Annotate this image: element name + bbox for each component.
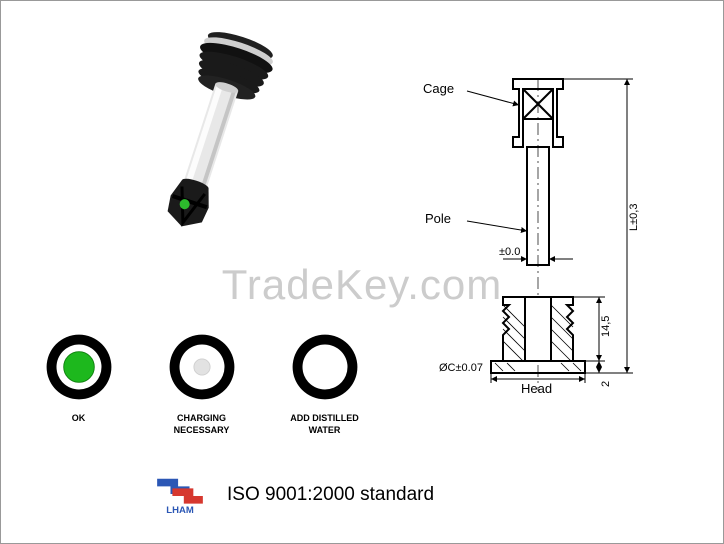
status-label: CHARGING NECESSARY <box>154 413 249 436</box>
product-3d-render <box>121 21 301 251</box>
dim-length: L±0,3 <box>628 204 640 231</box>
status-circle-water <box>289 331 361 403</box>
label-pole: Pole <box>425 211 451 226</box>
status-item-charging: CHARGING NECESSARY <box>154 331 249 436</box>
logo-text: LHAM <box>166 505 194 515</box>
dim-head-h: 14,5 <box>600 316 612 337</box>
iso-standard-text: ISO 9001:2000 standard <box>227 484 434 506</box>
dim-flange-t: 2 <box>600 381 612 387</box>
status-item-ok: OK <box>31 331 126 436</box>
status-item-water: ADD DISTILLED WATER <box>277 331 372 436</box>
status-circle-charging <box>166 331 238 403</box>
label-cage: Cage <box>423 81 454 96</box>
technical-drawing: Cage Pole Head L±0,3 14,5 2 ±0.0 ØC±0.07 <box>403 61 703 431</box>
lham-logo: LHAM <box>151 475 209 515</box>
footer: LHAM ISO 9001:2000 standard <box>151 475 434 515</box>
status-label: OK <box>72 413 86 425</box>
dim-tube-od: ±0.0 <box>499 246 520 258</box>
status-label: ADD DISTILLED WATER <box>277 413 372 436</box>
status-indicator-row: OK CHARGING NECESSARY ADD DISTILLED WATE… <box>31 331 372 436</box>
label-head: Head <box>521 381 552 396</box>
dim-head-od: ØC±0.07 <box>439 362 483 374</box>
status-circle-ok <box>43 331 115 403</box>
